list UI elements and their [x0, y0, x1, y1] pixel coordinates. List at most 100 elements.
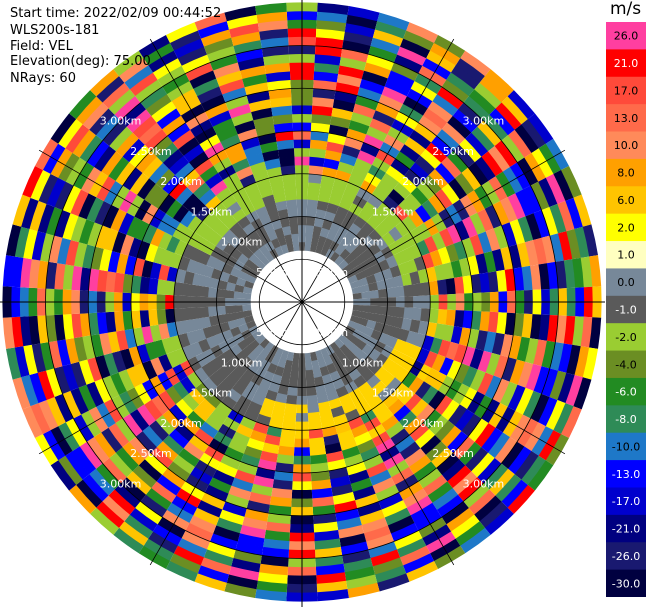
velocity-gate — [409, 422, 430, 442]
velocity-gate — [168, 155, 189, 175]
velocity-gate — [495, 102, 522, 130]
velocity-gate — [355, 493, 379, 509]
velocity-gate — [384, 507, 411, 526]
velocity-gate — [313, 513, 337, 525]
velocity-gate — [422, 174, 442, 195]
velocity-gate — [128, 237, 143, 258]
velocity-gate — [441, 399, 461, 421]
velocity-gate — [168, 180, 188, 200]
velocity-gate — [453, 436, 476, 460]
velocity-gate — [541, 206, 559, 236]
velocity-gate — [431, 135, 454, 157]
velocity-gate — [413, 122, 437, 143]
velocity-gate — [113, 311, 125, 332]
range-ring — [216, 216, 388, 388]
velocity-gate — [28, 315, 41, 345]
velocity-gate — [352, 304, 363, 312]
velocity-gate — [513, 313, 525, 337]
velocity-gate — [70, 387, 89, 415]
velocity-gate — [381, 357, 396, 373]
velocity-gate — [439, 357, 454, 376]
velocity-gate — [215, 186, 233, 203]
velocity-gate — [195, 205, 212, 222]
velocity-gate — [126, 471, 152, 495]
velocity-gate — [251, 329, 263, 340]
velocity-gate — [168, 429, 189, 449]
velocity-gate — [172, 204, 189, 223]
velocity-gate — [566, 228, 582, 260]
velocity-gate — [357, 317, 369, 327]
velocity-gate — [351, 286, 362, 294]
colorbar-tick-label: -1.0 — [615, 304, 636, 317]
velocity-gate — [541, 368, 559, 398]
velocity-gate — [313, 71, 339, 83]
velocity-gate — [436, 453, 460, 476]
velocity-gate — [14, 346, 30, 378]
velocity-gate — [245, 320, 257, 330]
velocity-gate — [243, 144, 263, 159]
velocity-gate — [235, 48, 264, 63]
velocity-gate — [220, 134, 241, 150]
velocity-gate — [201, 362, 216, 378]
azimuth-line — [38, 301, 303, 455]
velocity-gate — [477, 350, 493, 373]
velocity-gate — [533, 339, 548, 367]
velocity-gate — [388, 188, 406, 206]
velocity-gate — [324, 442, 342, 455]
velocity-gate — [538, 177, 558, 207]
velocity-gate — [199, 285, 210, 298]
velocity-gate — [386, 211, 402, 227]
velocity-gate — [273, 191, 286, 203]
velocity-gate — [454, 220, 470, 241]
velocity-gate — [53, 209, 71, 238]
velocity-gate — [165, 235, 181, 253]
velocity-gate — [65, 451, 90, 480]
velocity-gate — [377, 573, 410, 592]
velocity-gate — [521, 455, 547, 486]
velocity-gate — [262, 194, 276, 207]
velocity-gate — [225, 312, 236, 322]
velocity-gate — [378, 492, 404, 510]
velocity-gate — [79, 441, 103, 470]
colorbar-swatch — [606, 104, 646, 133]
range-ring-label: 3.00km — [100, 477, 142, 490]
velocity-gate — [454, 276, 465, 294]
velocity-gate — [119, 348, 135, 370]
azimuth-line — [38, 149, 303, 303]
velocity-gate — [183, 270, 195, 285]
velocity-gate — [162, 435, 184, 456]
velocity-gate — [386, 287, 397, 298]
velocity-gate — [243, 280, 255, 289]
velocity-gate — [411, 283, 422, 297]
velocity-gate — [50, 113, 77, 144]
velocity-gate — [199, 165, 219, 183]
velocity-gate — [222, 501, 247, 518]
velocity-gate — [36, 260, 49, 289]
velocity-gate — [557, 200, 575, 232]
velocity-gate — [400, 545, 431, 566]
velocity-gate — [318, 401, 331, 413]
velocity-gate — [549, 233, 565, 262]
velocity-gate — [310, 122, 331, 134]
velocity-gate — [186, 259, 199, 274]
range-ring-label: 1.50km — [191, 205, 233, 218]
velocity-gate — [227, 319, 239, 330]
velocity-gate — [334, 244, 346, 256]
velocity-gate — [186, 410, 206, 429]
velocity-gate — [71, 313, 83, 339]
velocity-gate — [234, 469, 256, 485]
velocity-gate — [437, 86, 464, 110]
velocity-gate — [344, 453, 364, 468]
velocity-gate — [270, 183, 285, 195]
velocity-gate — [352, 292, 363, 300]
velocity-gate — [130, 275, 142, 294]
velocity-gate — [441, 501, 470, 525]
velocity-gate — [226, 14, 258, 30]
velocity-gate — [346, 574, 378, 590]
velocity-gate — [374, 366, 389, 381]
velocity-gate — [493, 355, 509, 379]
range-ring — [130, 130, 474, 474]
velocity-gate — [436, 128, 460, 151]
velocity-gate — [224, 305, 235, 315]
colorbar-swatch — [606, 49, 646, 78]
